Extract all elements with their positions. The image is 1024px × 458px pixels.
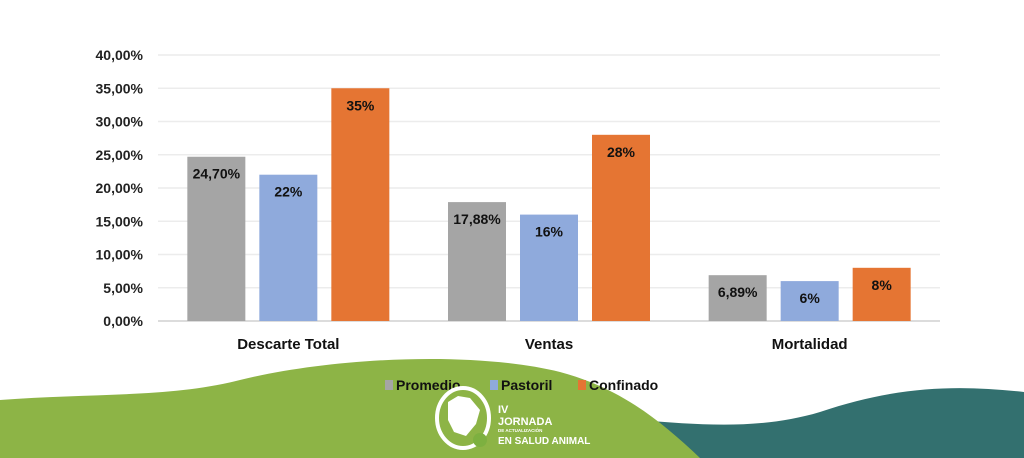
bar-confinado [331,88,390,321]
bar-confinado [852,267,911,321]
green-wave [0,358,700,458]
y-tick-label: 15,00% [96,213,144,229]
data-label: 17,88% [453,211,501,227]
logo-line3: DE ACTUALIZACIÓN [498,426,542,433]
y-tick-label: 0,00% [103,313,143,329]
logo-line1: IV [498,404,509,416]
x-tick-label: Descarte Total [237,336,339,353]
y-tick-label: 35,00% [96,80,144,96]
data-label: 6,89% [718,284,758,300]
logo-line2: JORNADA [498,416,552,428]
data-label: 24,70% [193,166,241,182]
data-label: 8% [872,277,893,293]
x-tick-label: Ventas [525,336,573,353]
bar-promedio [187,156,246,321]
y-tick-label: 25,00% [96,147,144,163]
legend-swatch-pastoril [490,380,498,390]
data-label: 35% [346,97,375,113]
y-tick-label: 30,00% [96,114,144,130]
y-tick-label: 20,00% [96,180,144,196]
legend-swatch-confinado [578,380,586,390]
bar-pastoril [520,214,578,321]
legend-label: Pastoril [501,377,552,393]
bar-pastoril [780,281,839,321]
y-tick-label: 40,00% [96,47,144,63]
event-logo: IV JORNADA DE ACTUALIZACIÓN EN SALUD ANI… [435,386,590,450]
data-label: 28% [607,144,636,160]
y-tick-label: 10,00% [96,247,144,263]
data-label: 16% [535,224,564,240]
bar-pastoril [259,174,318,321]
bar-promedio [448,202,506,321]
data-label: 6% [800,290,821,306]
data-label: 22% [274,184,303,200]
legend-label: Promedio [396,377,461,393]
logo-line4: EN SALUD ANIMAL [498,436,590,447]
legend-swatch-promedio [385,380,393,390]
y-tick-label: 5,00% [103,280,143,296]
teal-wave [600,388,1024,458]
legend-label: Confinado [589,377,658,393]
bar-confinado [592,134,650,321]
leaf-icon [473,433,487,447]
x-tick-label: Mortalidad [772,336,848,353]
bar-promedio [708,275,767,321]
cow-icon [448,396,480,436]
